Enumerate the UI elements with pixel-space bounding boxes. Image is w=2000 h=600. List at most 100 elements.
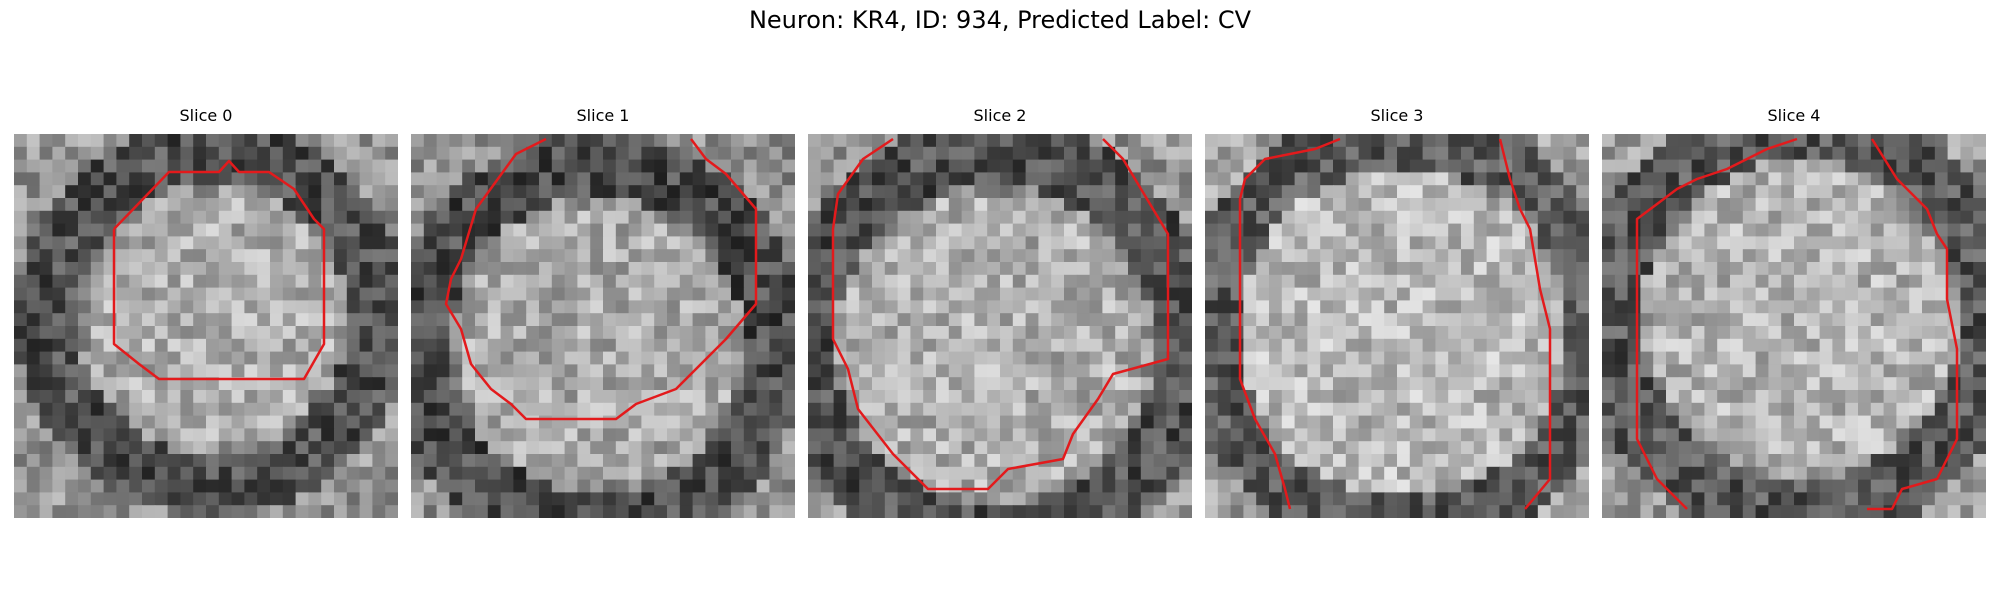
pixel	[923, 274, 937, 289]
pixel	[436, 505, 450, 518]
pixel	[1832, 274, 1846, 289]
pixel	[1819, 466, 1833, 481]
pixel	[154, 159, 169, 173]
pixel	[282, 262, 297, 276]
pixel	[654, 223, 668, 237]
pixel	[1832, 364, 1846, 378]
pixel	[1243, 466, 1257, 481]
pixel	[167, 454, 181, 468]
pixel	[1051, 466, 1065, 481]
pixel	[1550, 351, 1564, 365]
pixel	[551, 441, 566, 455]
pixel	[1550, 492, 1564, 506]
pixel	[1653, 402, 1667, 417]
pixel	[782, 402, 795, 417]
pixel	[1243, 428, 1257, 442]
pixel	[1333, 236, 1347, 250]
pixel	[1179, 390, 1192, 404]
pixel	[679, 287, 694, 301]
pixel	[948, 377, 963, 391]
pixel	[1678, 274, 1693, 289]
pixel	[282, 351, 297, 365]
pixel	[1537, 223, 1552, 237]
pixel	[487, 364, 502, 378]
pixel	[487, 287, 502, 301]
pixel	[628, 262, 642, 276]
pixel	[628, 351, 642, 365]
pixel	[270, 159, 284, 173]
pixel	[846, 505, 860, 518]
pixel	[1230, 454, 1244, 468]
pixel	[1563, 505, 1577, 518]
pixel	[1025, 236, 1039, 250]
pixel	[1140, 249, 1155, 263]
pixel	[1089, 364, 1103, 378]
pixel	[1422, 454, 1436, 468]
pixel	[39, 338, 53, 353]
pixel	[180, 428, 194, 442]
pixel	[372, 390, 386, 404]
pixel	[1166, 338, 1180, 353]
pixel	[78, 159, 92, 173]
pixel	[321, 428, 335, 442]
pixel	[1269, 172, 1283, 186]
pixel	[1102, 505, 1116, 518]
pixel	[1691, 249, 1705, 263]
pixel	[65, 351, 79, 365]
pixel	[103, 364, 117, 378]
pixel	[90, 364, 105, 378]
pixel	[1473, 505, 1488, 518]
pixel	[180, 146, 194, 161]
pixel	[1294, 428, 1308, 442]
pixel	[1140, 172, 1155, 186]
pixel	[411, 364, 425, 378]
pixel	[769, 249, 783, 263]
pixel	[1909, 492, 1923, 506]
pixel	[244, 185, 258, 199]
pixel	[1230, 236, 1244, 250]
pixel	[1602, 223, 1616, 237]
pixel	[961, 146, 975, 161]
pixel	[65, 134, 79, 148]
pixel	[90, 172, 105, 186]
pixel	[1653, 198, 1667, 212]
pixel	[334, 185, 348, 199]
pixel	[1051, 274, 1065, 289]
slice-panel-4: Slice 4	[1602, 104, 1986, 518]
pixel	[705, 479, 719, 493]
pixel	[1819, 146, 1833, 161]
pixel	[1153, 377, 1167, 391]
pixel	[628, 300, 642, 314]
pixel	[590, 428, 604, 442]
pixel	[1806, 454, 1821, 468]
pixel	[1179, 287, 1192, 301]
pixel	[1333, 338, 1347, 353]
pixel	[1345, 479, 1360, 493]
pixel	[936, 146, 950, 161]
pixel	[782, 390, 795, 404]
pixel	[129, 390, 143, 404]
pixel	[1102, 402, 1116, 417]
pixel	[14, 505, 28, 518]
pixel	[1960, 172, 1974, 186]
pixel	[1717, 441, 1731, 455]
pixel	[974, 262, 988, 276]
pixel	[667, 441, 681, 455]
pixel	[1025, 262, 1039, 276]
grayscale-pixels	[808, 134, 1192, 518]
pixel	[1486, 146, 1500, 161]
pixel	[884, 274, 899, 289]
pixel	[282, 377, 297, 391]
pixel	[846, 262, 860, 276]
pixel	[884, 210, 899, 225]
pixel	[1153, 185, 1167, 199]
pixel	[820, 466, 835, 481]
pixel	[218, 505, 233, 518]
pixel	[1896, 159, 1910, 173]
pixel	[1409, 274, 1424, 289]
pixel	[26, 300, 41, 314]
pixel	[1870, 351, 1885, 365]
pixel	[1269, 274, 1283, 289]
pixel	[910, 274, 924, 289]
pixel	[961, 415, 975, 429]
